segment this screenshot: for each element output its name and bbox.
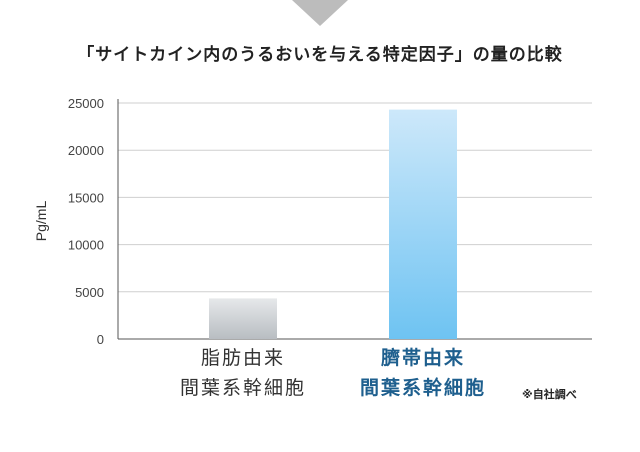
y-axis-title: Pg/mL	[33, 201, 49, 242]
y-tick-label: 0	[97, 332, 104, 347]
category-label: 脂肪由来	[201, 347, 285, 369]
chart-title: 「サイトカイン内のうるおいを与える特定因子」の量の比較	[77, 45, 563, 65]
category-label: 間葉系幹細胞	[180, 377, 306, 399]
source-note: ※自社調べ	[522, 388, 577, 401]
y-tick-label: 15000	[68, 190, 104, 205]
y-tick-label: 25000	[68, 96, 104, 111]
y-tick-label: 10000	[68, 238, 104, 253]
y-tick-label: 5000	[75, 285, 104, 300]
category-label: 間葉系幹細胞	[360, 376, 486, 399]
bar	[389, 109, 457, 339]
y-tick-label: 20000	[68, 143, 104, 158]
bar	[209, 298, 277, 339]
down-arrow-icon	[292, 0, 348, 26]
category-label: 臍帯由来	[380, 346, 465, 369]
